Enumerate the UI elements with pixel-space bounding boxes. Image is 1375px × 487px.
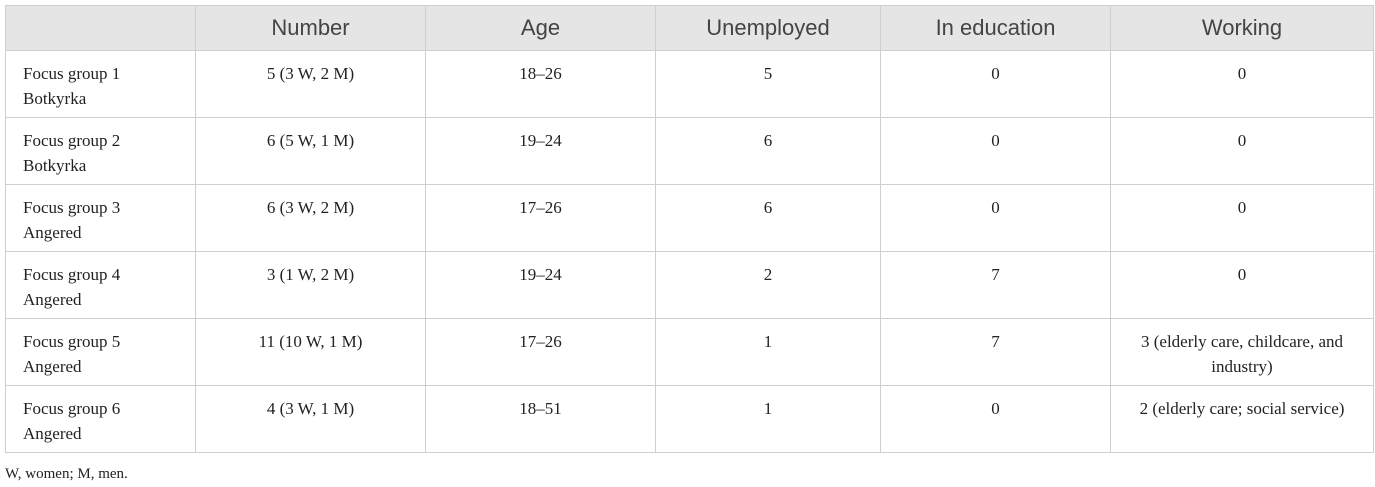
table-cell: 4 (3 W, 1 M) bbox=[195, 385, 426, 453]
group-name: Focus group 3 bbox=[23, 198, 121, 217]
group-name: Focus group 6 bbox=[23, 399, 121, 418]
table-cell: 18–51 bbox=[425, 385, 656, 453]
site-name: Angered bbox=[23, 290, 82, 309]
group-name: Focus group 2 bbox=[23, 131, 121, 150]
table-cell: 0 bbox=[880, 385, 1111, 453]
group-name: Focus group 1 bbox=[23, 64, 121, 83]
table-cell: 17–26 bbox=[425, 318, 656, 386]
site-name: Angered bbox=[23, 424, 82, 443]
table-cell: 11 (10 W, 1 M) bbox=[195, 318, 426, 386]
table-cell: 5 bbox=[655, 50, 881, 118]
table-cell: 2 bbox=[655, 251, 881, 319]
footnote: W, women; M, men. bbox=[5, 466, 128, 482]
table-cell: 0 bbox=[1110, 50, 1374, 118]
table: Number Age Unemployed In education Working F… bbox=[5, 5, 1374, 453]
table-cell: 6 (5 W, 1 M) bbox=[195, 117, 426, 185]
table-cell: 7 bbox=[880, 251, 1111, 319]
site-name: Botkyrka bbox=[23, 89, 87, 108]
header-cell: Unemployed bbox=[655, 5, 881, 51]
table-row: Focus group 3 Angered 6 (3 W, 2 M) 17–26 6 0 0 bbox=[5, 184, 1374, 252]
table-cell: 6 bbox=[655, 117, 881, 185]
table-cell: 18–26 bbox=[425, 50, 656, 118]
row-label: Focus group 4 Angered bbox=[5, 251, 196, 319]
row-label: Focus group 5 Angered bbox=[5, 318, 196, 386]
header-row: Number Age Unemployed In education Working bbox=[5, 5, 1374, 51]
table-row: Focus group 1 Botkyrka 5 (3 W, 2 M) 18–26 5 0… bbox=[5, 50, 1374, 118]
table-row: Focus group 4 Angered 3 (1 W, 2 M) 19–24 2 7 0 bbox=[5, 251, 1374, 319]
site-name: Angered bbox=[23, 357, 82, 376]
table-cell: 6 (3 W, 2 M) bbox=[195, 184, 426, 252]
site-name: Angered bbox=[23, 223, 82, 242]
group-name: Focus group 4 bbox=[23, 265, 121, 284]
table-body: Focus group 1 Botkyrka 5 (3 W, 2 M) 18–26 5 0… bbox=[5, 50, 1374, 453]
table-row: Focus group 2 Botkyrka 6 (5 W, 1 M) 19–24 6 0… bbox=[5, 117, 1374, 185]
table-cell: 3 (1 W, 2 M) bbox=[195, 251, 426, 319]
header-cell: Age bbox=[425, 5, 656, 51]
table-cell: 0 bbox=[880, 184, 1111, 252]
table-cell: 7 bbox=[880, 318, 1111, 386]
table-cell: 19–24 bbox=[425, 251, 656, 319]
table-row: Focus group 6 Angered 4 (3 W, 1 M) 18–51 1 0 2… bbox=[5, 385, 1374, 453]
table-cell: 0 bbox=[880, 50, 1111, 118]
header-cell: Working bbox=[1110, 5, 1374, 51]
group-name: Focus group 5 bbox=[23, 332, 121, 351]
table-cell: 17–26 bbox=[425, 184, 656, 252]
row-label: Focus group 1 Botkyrka bbox=[5, 50, 196, 118]
row-label: Focus group 6 Angered bbox=[5, 385, 196, 453]
table-cell: 0 bbox=[1110, 184, 1374, 252]
table-cell: 1 bbox=[655, 385, 881, 453]
header-cell: Number bbox=[195, 5, 426, 51]
table-cell: 19–24 bbox=[425, 117, 656, 185]
table-cell: 3 (elderly care, childcare, and industry… bbox=[1110, 318, 1374, 386]
table-cell: 6 bbox=[655, 184, 881, 252]
table-row: Focus group 5 Angered 11 (10 W, 1 M) 17–26 1… bbox=[5, 318, 1374, 386]
table-cell: 0 bbox=[1110, 117, 1374, 185]
table-cell: 5 (3 W, 2 M) bbox=[195, 50, 426, 118]
row-label: Focus group 3 Angered bbox=[5, 184, 196, 252]
header-cell: In education bbox=[880, 5, 1111, 51]
row-label: Focus group 2 Botkyrka bbox=[5, 117, 196, 185]
table-cell: 0 bbox=[1110, 251, 1374, 319]
table-cell: 1 bbox=[655, 318, 881, 386]
site-name: Botkyrka bbox=[23, 156, 87, 175]
header-cell bbox=[5, 5, 196, 51]
table-cell: 2 (elderly care; social service) bbox=[1110, 385, 1374, 453]
table-cell: 0 bbox=[880, 117, 1111, 185]
